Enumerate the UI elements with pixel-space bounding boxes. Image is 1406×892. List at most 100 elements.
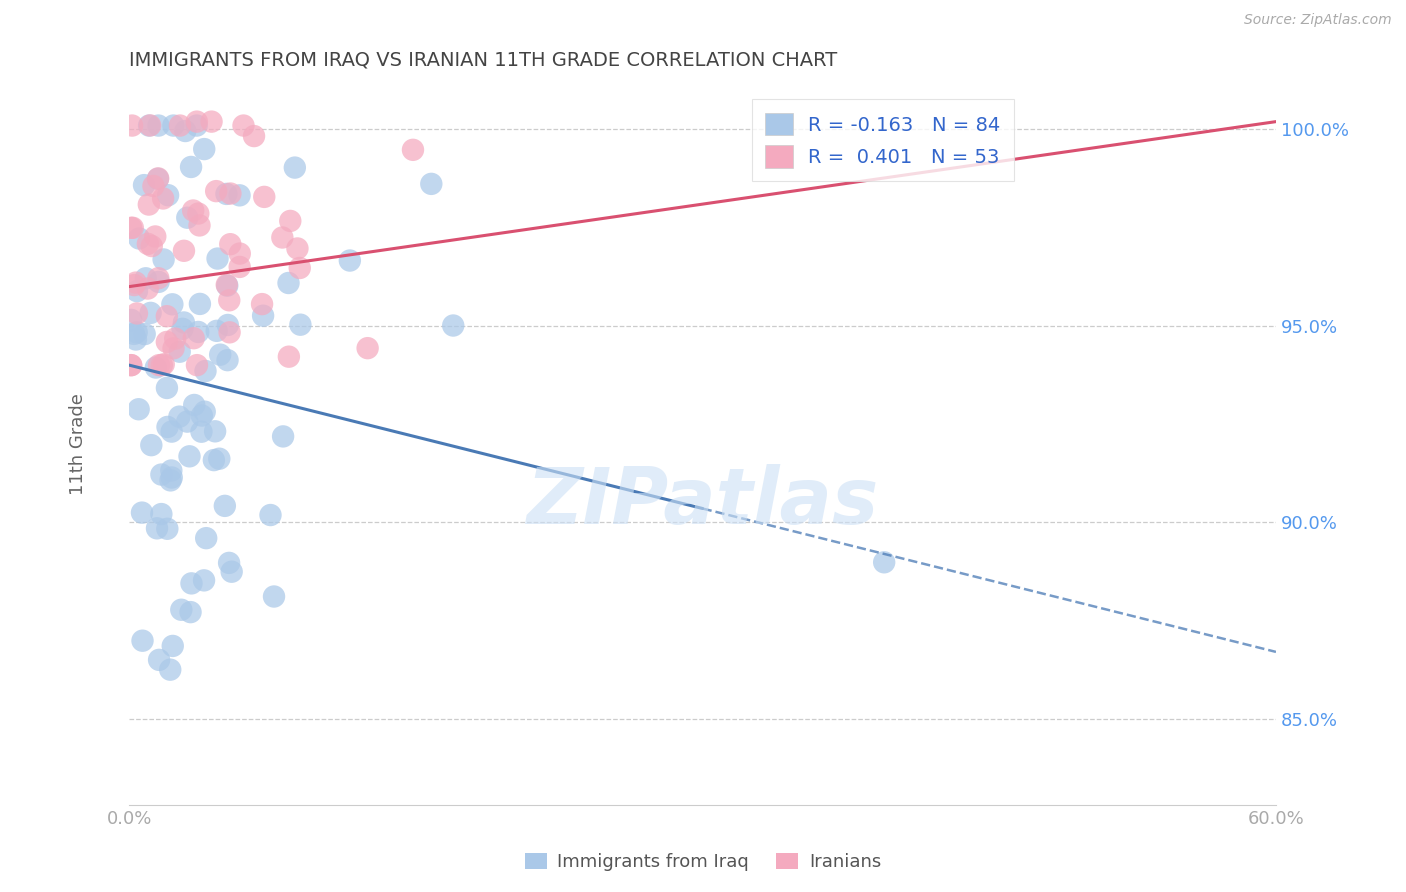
Point: [136, 281, 159, 295]
Point: [139, 306, 162, 320]
Legend: Immigrants from Iraq, Iranians: Immigrants from Iraq, Iranians: [517, 846, 889, 879]
Point: [156, 420, 179, 434]
Point: [179, 450, 201, 464]
Point: [131, 506, 153, 520]
Point: [159, 663, 181, 677]
Point: [188, 297, 211, 311]
Point: [160, 470, 183, 484]
Point: [120, 358, 142, 372]
Point: [441, 318, 464, 333]
Legend: R = -0.163   N = 84, R =  0.401   N = 53: R = -0.163 N = 84, R = 0.401 N = 53: [752, 99, 1014, 181]
Point: [187, 325, 209, 339]
Point: [259, 508, 281, 522]
Point: [125, 284, 148, 298]
Point: [420, 177, 443, 191]
Point: [190, 425, 212, 439]
Point: [162, 341, 184, 355]
Point: [146, 171, 169, 186]
Point: [232, 119, 254, 133]
Point: [122, 326, 145, 341]
Point: [218, 293, 240, 308]
Point: [165, 332, 187, 346]
Point: [217, 278, 239, 293]
Point: [187, 206, 209, 220]
Point: [277, 350, 299, 364]
Text: Source: ZipAtlas.com: Source: ZipAtlas.com: [1244, 13, 1392, 28]
Point: [148, 653, 170, 667]
Point: [194, 364, 217, 378]
Point: [278, 214, 301, 228]
Point: [191, 409, 214, 423]
Point: [207, 252, 229, 266]
Point: [217, 318, 239, 332]
Point: [150, 507, 173, 521]
Point: [284, 161, 307, 175]
Point: [253, 190, 276, 204]
Point: [186, 358, 208, 372]
Point: [121, 119, 143, 133]
Point: [402, 143, 425, 157]
Point: [125, 306, 148, 320]
Point: [287, 242, 309, 256]
Point: [228, 260, 250, 274]
Point: [156, 381, 179, 395]
Point: [169, 409, 191, 424]
Point: [160, 463, 183, 477]
Point: [172, 322, 194, 336]
Point: [873, 555, 896, 569]
Point: [162, 119, 184, 133]
Point: [263, 590, 285, 604]
Point: [156, 522, 179, 536]
Point: [134, 327, 156, 342]
Point: [228, 188, 250, 202]
Point: [205, 324, 228, 338]
Point: [339, 253, 361, 268]
Point: [356, 341, 378, 355]
Point: [173, 244, 195, 258]
Point: [271, 230, 294, 244]
Point: [290, 318, 312, 332]
Point: [120, 220, 142, 235]
Point: [205, 184, 228, 198]
Point: [186, 114, 208, 128]
Point: [214, 499, 236, 513]
Point: [120, 358, 142, 372]
Point: [215, 277, 238, 292]
Point: [141, 438, 163, 452]
Point: [159, 474, 181, 488]
Point: [183, 331, 205, 345]
Point: [202, 453, 225, 467]
Point: [180, 605, 202, 619]
Point: [152, 357, 174, 371]
Point: [135, 271, 157, 285]
Point: [186, 119, 208, 133]
Point: [218, 556, 240, 570]
Point: [136, 236, 159, 251]
Point: [152, 191, 174, 205]
Point: [208, 451, 231, 466]
Point: [252, 309, 274, 323]
Point: [180, 160, 202, 174]
Point: [160, 425, 183, 439]
Point: [128, 402, 150, 417]
Point: [194, 405, 217, 419]
Point: [141, 239, 163, 253]
Point: [120, 313, 142, 327]
Point: [180, 576, 202, 591]
Point: [204, 425, 226, 439]
Point: [138, 119, 160, 133]
Point: [146, 521, 169, 535]
Point: [131, 633, 153, 648]
Point: [181, 203, 204, 218]
Point: [221, 565, 243, 579]
Point: [200, 114, 222, 128]
Point: [145, 360, 167, 375]
Point: [162, 639, 184, 653]
Point: [125, 333, 148, 347]
Point: [170, 603, 193, 617]
Point: [142, 179, 165, 194]
Point: [146, 172, 169, 186]
Point: [156, 309, 179, 323]
Point: [209, 348, 232, 362]
Point: [176, 211, 198, 225]
